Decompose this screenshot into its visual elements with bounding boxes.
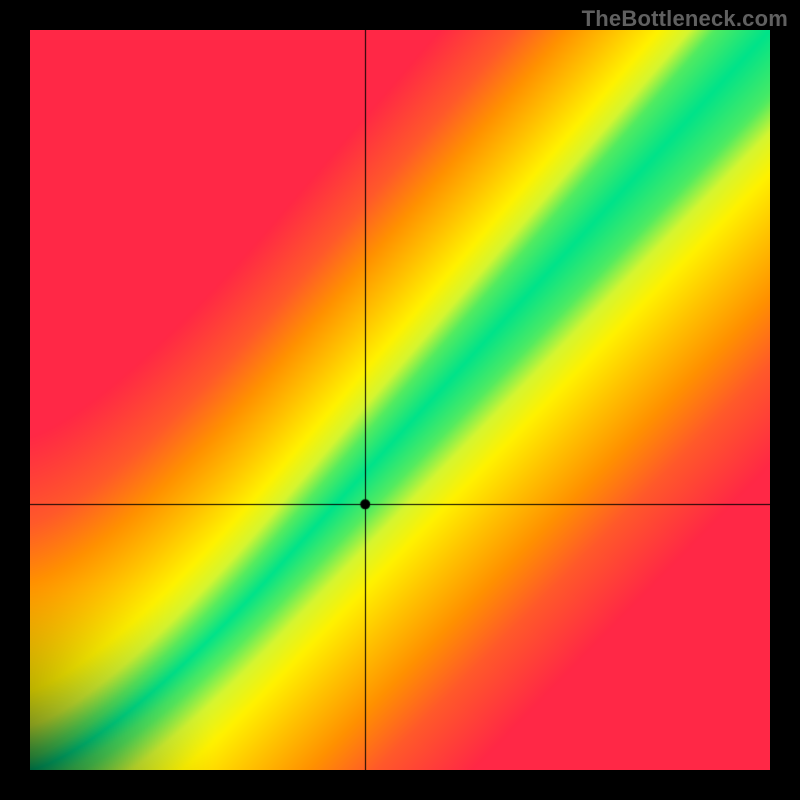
chart-container: TheBottleneck.com	[0, 0, 800, 800]
crosshair-overlay	[30, 30, 770, 770]
watermark-text: TheBottleneck.com	[582, 6, 788, 32]
